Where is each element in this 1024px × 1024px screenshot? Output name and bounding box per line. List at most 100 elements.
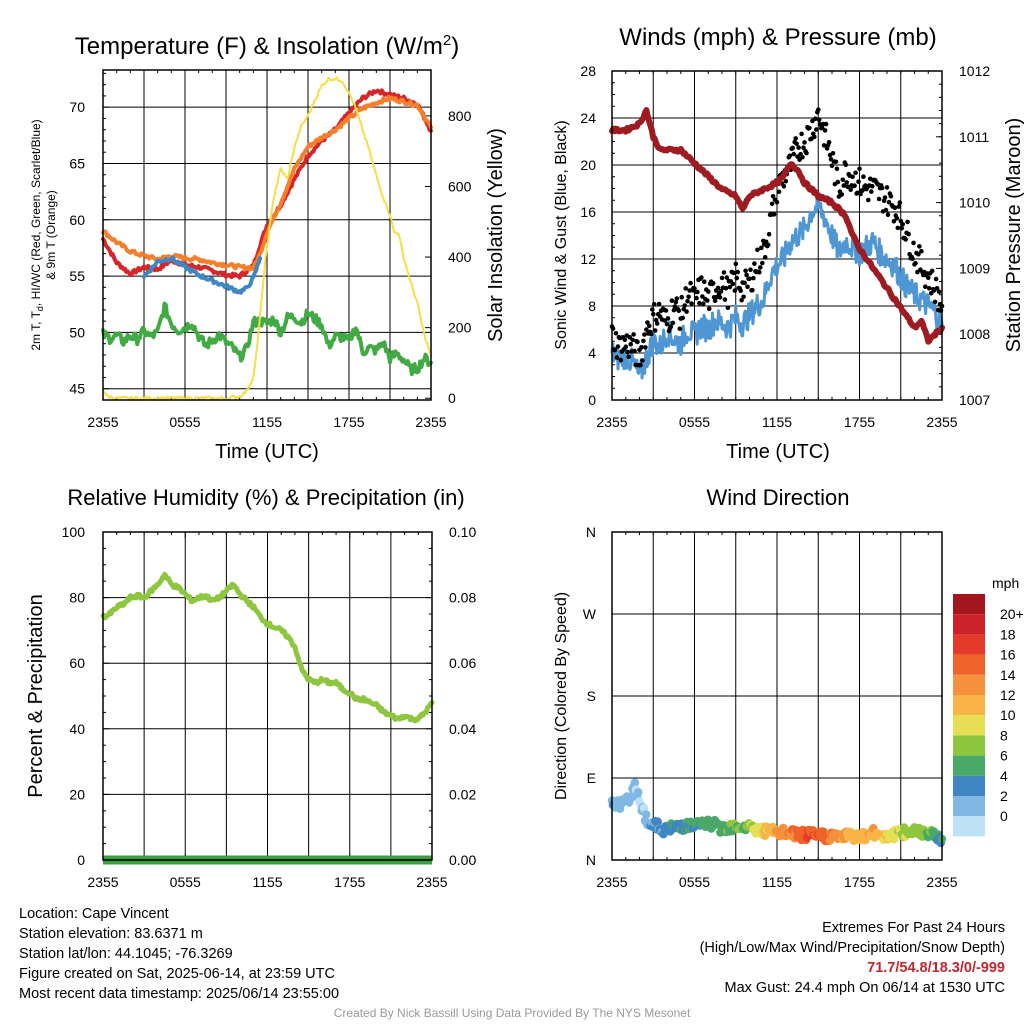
wind-direction-point xyxy=(641,810,651,819)
series-2m-t xyxy=(101,88,433,280)
chart-title: Winds (mph) & Pressure (mb) xyxy=(619,24,936,51)
gust-point xyxy=(673,299,679,305)
y-tick-label: 20 xyxy=(69,786,85,802)
gust-point xyxy=(866,197,871,203)
y-tick-label: 8 xyxy=(588,298,596,314)
gust-point xyxy=(885,212,891,217)
gust-point xyxy=(685,298,690,304)
plot-frame xyxy=(102,531,433,861)
gust-point xyxy=(852,183,857,188)
y2-axis-label: Solar Insolation (Yellow) xyxy=(485,128,507,342)
gust-point xyxy=(689,301,694,306)
panel-temperature xyxy=(101,69,433,401)
colorbar-swatch xyxy=(953,715,985,736)
colorbar-title: mph xyxy=(992,575,1019,591)
y2-tick-label: 800 xyxy=(448,108,472,124)
gust-point xyxy=(614,355,620,360)
y-tick-label: 70 xyxy=(69,99,85,115)
gust-point xyxy=(793,136,798,141)
gust-point xyxy=(715,285,721,291)
gust-point xyxy=(644,327,649,332)
station-info: Location: Cape Vincent Station elevation… xyxy=(19,904,339,1004)
gust-point xyxy=(734,275,739,281)
gust-point xyxy=(848,187,853,193)
gust-point xyxy=(674,296,680,301)
series-sonic-wind xyxy=(610,192,944,380)
gust-point xyxy=(783,178,789,184)
y-axis-label-line2: & 9m T (Orange) xyxy=(44,190,58,280)
x-tick-label: 2355 xyxy=(416,874,447,890)
gust-point xyxy=(926,286,932,291)
gust-point xyxy=(672,304,678,309)
gust-point xyxy=(694,295,699,301)
colorbar-label: 6 xyxy=(1000,748,1008,764)
series-solar-insolation xyxy=(102,76,432,401)
x-tick-label: 0555 xyxy=(169,414,200,430)
x-axis-label: Time (UTC) xyxy=(726,441,830,463)
gust-point xyxy=(622,337,628,343)
extremes-title: Extremes For Past 24 Hours xyxy=(822,920,1005,936)
gust-point xyxy=(706,306,712,312)
y-tick-label: 60 xyxy=(69,212,85,228)
gust-point xyxy=(856,179,861,184)
y2-tick-label: 0.10 xyxy=(449,524,476,540)
x-tick-label: 2355 xyxy=(596,874,627,890)
gust-point xyxy=(804,150,809,156)
gust-point xyxy=(618,357,624,363)
y2-axis-label: Station Pressure (Maroon) xyxy=(1003,118,1024,353)
y-tick-label: 28 xyxy=(580,63,596,79)
x-tick-label: 2355 xyxy=(926,414,957,430)
gust-point xyxy=(888,194,894,199)
gust-point xyxy=(671,307,677,313)
gust-point xyxy=(747,276,752,282)
gust-point xyxy=(721,270,727,275)
gust-point xyxy=(936,289,942,295)
colorbar-swatch xyxy=(953,654,985,675)
x-tick-label: 1755 xyxy=(844,874,875,890)
gust-point xyxy=(656,301,662,307)
gust-point xyxy=(894,216,900,221)
y-tick-label: 24 xyxy=(580,110,596,126)
wind-direction-point xyxy=(630,778,640,787)
gust-point xyxy=(684,309,689,314)
plot-frame xyxy=(611,531,943,861)
gust-point xyxy=(834,166,840,172)
gust-point xyxy=(665,316,671,321)
gust-point xyxy=(735,269,740,275)
gust-point xyxy=(669,298,675,304)
gust-point xyxy=(679,294,684,300)
gust-point xyxy=(911,240,916,246)
gust-point xyxy=(676,308,682,314)
panel-humidity xyxy=(100,531,435,865)
gust-point xyxy=(816,107,821,112)
gust-point xyxy=(650,307,655,312)
extremes-info: Extremes For Past 24 Hours (High/Low/Max… xyxy=(700,918,1005,998)
gust-point xyxy=(627,334,632,340)
extremes-values: 71.7/54.8/18.3/0/-999 xyxy=(867,960,1005,976)
gust-point xyxy=(841,183,847,188)
gust-point xyxy=(663,308,669,313)
gust-point xyxy=(840,177,846,183)
gust-point xyxy=(891,219,897,224)
gust-point xyxy=(835,179,841,185)
gust-point xyxy=(651,311,656,317)
gust-point xyxy=(750,287,755,293)
gust-point xyxy=(745,284,750,290)
colorbar-swatch xyxy=(953,614,985,635)
gust-point xyxy=(702,279,707,285)
y2-tick-label: 0 xyxy=(448,390,456,406)
gust-point xyxy=(688,280,693,286)
y-tick-label: S xyxy=(587,688,596,704)
gust-point xyxy=(833,159,839,165)
colorbar-label: 0 xyxy=(1000,808,1008,824)
gust-point xyxy=(776,189,782,195)
gust-point xyxy=(770,194,776,199)
colorbar-label: 16 xyxy=(1000,647,1016,663)
gust-point xyxy=(857,166,862,171)
colorbar xyxy=(953,594,985,837)
gust-point xyxy=(654,321,660,326)
gust-point xyxy=(682,303,687,308)
gust-point xyxy=(738,288,743,294)
gust-point xyxy=(774,199,780,205)
gust-point xyxy=(640,358,645,363)
